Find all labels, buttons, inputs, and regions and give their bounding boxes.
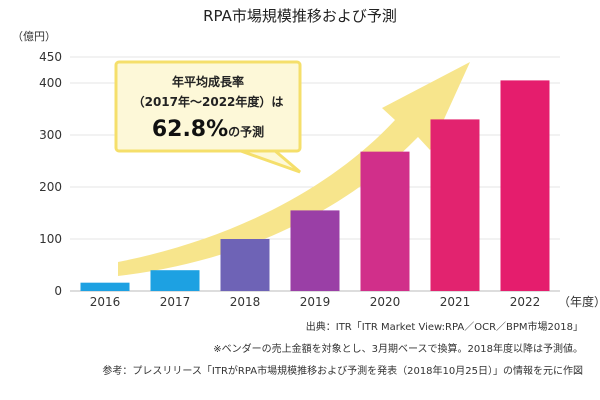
chart-title: RPA市場規模推移および予測 (203, 7, 397, 25)
x-axis-unit: （年度） (558, 294, 600, 309)
growth-callout: 年平均成長率 （2017年〜2022年度）は 62.8%の予測 (114, 60, 302, 174)
bar-2018 (220, 239, 270, 291)
bar-2019 (290, 210, 340, 291)
callout-suffix: の予測 (228, 124, 264, 139)
bar-2020 (360, 151, 410, 291)
x-tick-label: 2020 (370, 295, 401, 309)
y-tick-label: 100 (39, 232, 62, 246)
callout-rate-line: 62.8%の予測 (152, 117, 264, 142)
x-tick-label: 2017 (160, 295, 191, 309)
x-tick-label: 2019 (300, 295, 331, 309)
x-tick-label: 2022 (510, 295, 541, 309)
y-axis-ticks: 0 100 200 300 400 450 (39, 50, 62, 298)
bar-2017 (150, 270, 200, 291)
y-tick-label: 200 (39, 180, 62, 194)
bar-2021 (430, 119, 480, 292)
callout-tail (237, 148, 301, 174)
callout-line2: （2017年〜2022年度）は (133, 94, 284, 109)
bar-2022 (500, 80, 550, 292)
trend-arrow-shape (118, 62, 470, 276)
y-tick-label: 0 (54, 284, 62, 298)
x-tick-label: 2021 (440, 295, 471, 309)
x-tick-label: 2016 (90, 295, 121, 309)
callout-box (114, 60, 302, 153)
source-note: 出典：ITR「ITR Market View:RPA／OCR／BPM市場2018… (306, 320, 583, 333)
y-axis-unit: （億円） (12, 30, 56, 43)
bars (80, 80, 550, 292)
bar-2016 (80, 282, 130, 291)
y-tick-label: 450 (39, 50, 62, 64)
callout-line1: 年平均成長率 (172, 74, 244, 89)
x-tick-label: 2018 (230, 295, 261, 309)
reference-note: 参考：プレスリリース「ITRがRPA市場規模推移および予測を発表（2018年10… (102, 364, 583, 377)
callout-rate: 62.8% (152, 117, 228, 142)
y-tick-label: 400 (39, 76, 62, 90)
x-axis-ticks: 2016 2017 2018 2019 2020 2021 2022 (90, 295, 541, 309)
method-note: ※ベンダーの売上金額を対象とし、3月期ベースで換算。2018年度以降は予測値。 (213, 342, 583, 355)
y-tick-label: 300 (39, 128, 62, 142)
growth-trend-arrow (118, 62, 470, 276)
